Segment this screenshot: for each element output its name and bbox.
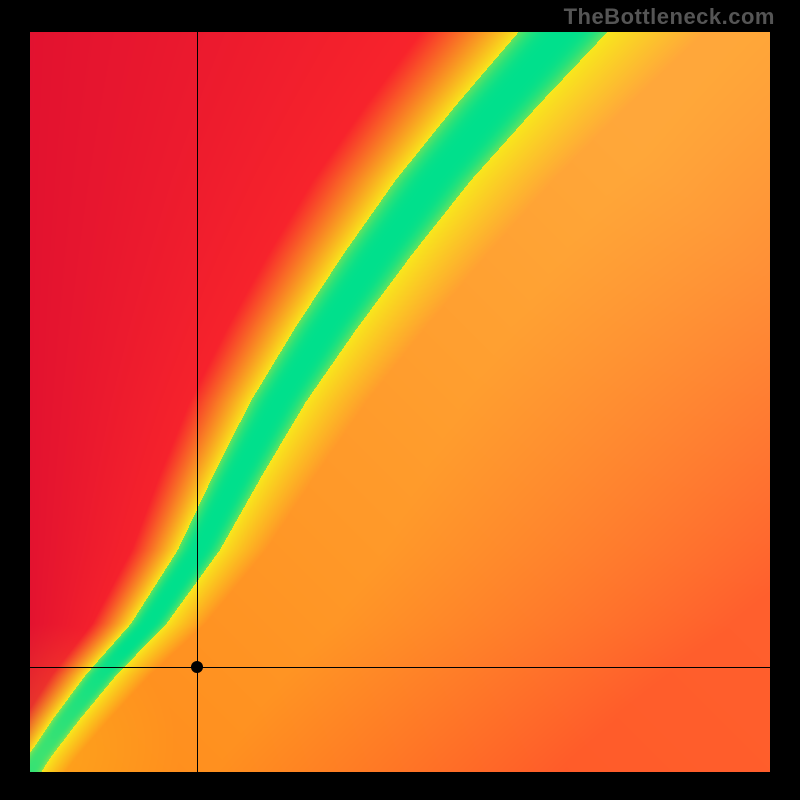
- heatmap-canvas: [30, 32, 770, 772]
- crosshair-horizontal: [30, 667, 770, 668]
- heatmap-plot: [30, 32, 770, 772]
- watermark-text: TheBottleneck.com: [564, 4, 775, 30]
- marker-point: [191, 661, 203, 673]
